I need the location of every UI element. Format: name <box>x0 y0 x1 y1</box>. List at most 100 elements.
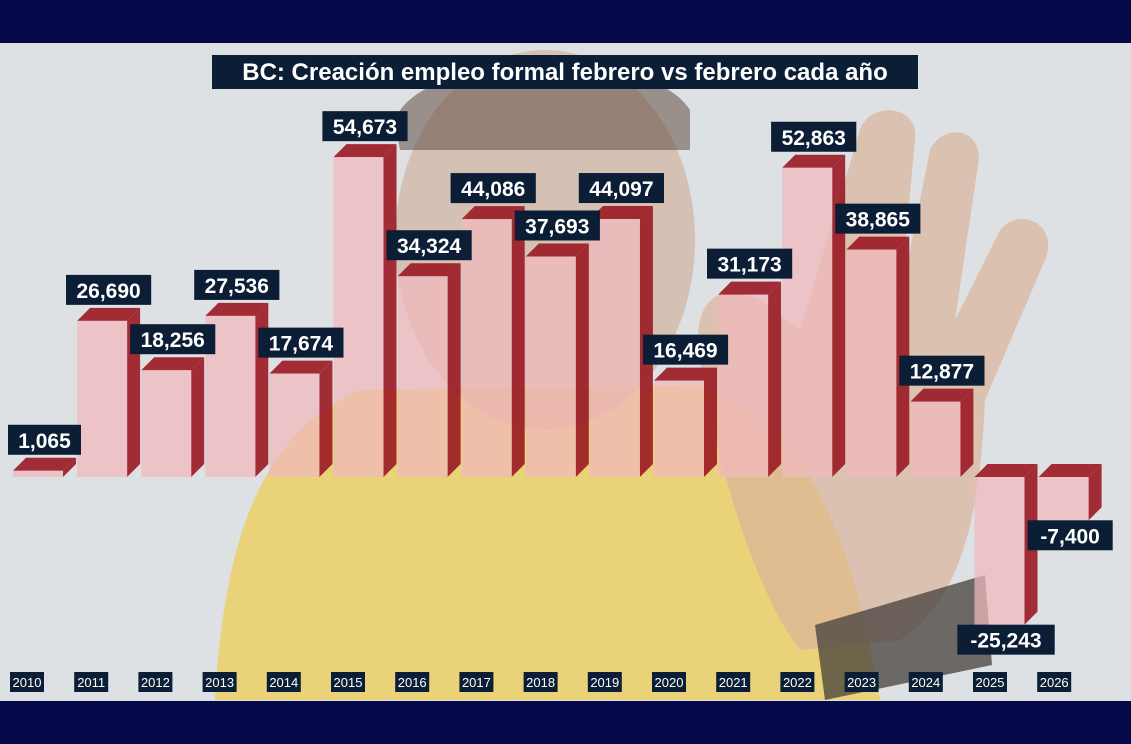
x-tick-label: 2013 <box>205 675 234 690</box>
data-label-text: 54,673 <box>333 116 397 139</box>
data-label-2019: 44,097 <box>578 173 664 204</box>
data-label-text: 31,173 <box>717 254 781 277</box>
x-tick-2011: 2011 <box>74 672 109 692</box>
x-tick-bg <box>523 672 558 692</box>
bar-side-2010 <box>63 457 76 477</box>
x-tick-bg <box>587 672 622 692</box>
bar-2015 <box>333 157 384 477</box>
bar-top-2010 <box>13 457 76 471</box>
x-tick-bg <box>331 672 365 692</box>
chart-title: BC: Creación empleo formal febrero vs fe… <box>242 59 888 86</box>
bar-top-2022 <box>782 154 846 168</box>
x-tick-2026: 2026 <box>1037 672 1072 692</box>
x-tick-bg <box>1037 672 1072 692</box>
bar-2025 <box>974 477 1025 625</box>
x-tick-label: 2020 <box>655 675 684 690</box>
data-label-2022: 52,863 <box>771 121 857 152</box>
bar-top-2023 <box>846 236 910 250</box>
bar-side-2018 <box>575 243 589 477</box>
x-tick-2020: 2020 <box>652 672 686 692</box>
bar-side-2014 <box>319 360 333 477</box>
data-label-text: -7,400 <box>1040 525 1100 548</box>
data-label-text: 52,863 <box>782 127 846 150</box>
x-tick-bg <box>973 672 1007 692</box>
data-label-text: 16,469 <box>653 340 717 363</box>
x-tick-2025: 2025 <box>973 672 1007 692</box>
x-tick-2012: 2012 <box>138 672 173 692</box>
x-tick-label: 2016 <box>398 675 427 690</box>
data-label-bg <box>771 121 857 152</box>
data-label-bg <box>194 269 280 300</box>
bar-top-2016 <box>397 263 461 277</box>
bar-2011 <box>77 320 128 477</box>
bar-2026 <box>1038 477 1089 521</box>
data-label-text: 44,086 <box>461 178 525 201</box>
bar-top-2021 <box>718 281 782 295</box>
x-tick-bg <box>266 672 301 692</box>
data-label-bg <box>642 334 729 365</box>
bar-2019 <box>589 219 640 478</box>
data-label-bg <box>322 111 408 142</box>
x-tick-2015: 2015 <box>331 672 365 692</box>
x-tick-label: 2019 <box>590 675 619 690</box>
x-tick-bg <box>780 672 815 692</box>
data-label-bg <box>899 355 985 386</box>
data-label-2017: 44,086 <box>450 173 536 204</box>
data-label-bg <box>66 274 152 305</box>
x-tick-2013: 2013 <box>202 672 237 692</box>
data-label-bg <box>386 230 472 261</box>
x-tick-bg <box>202 672 237 692</box>
bar-side-2015 <box>383 144 397 477</box>
bar-2018 <box>525 256 576 477</box>
bar-top-2024 <box>910 388 974 402</box>
bar-top-2015 <box>333 144 397 158</box>
x-tick-2019: 2019 <box>587 672 622 692</box>
bar-top-2019 <box>589 206 653 220</box>
data-label-text: 34,324 <box>397 235 462 258</box>
data-label-bg <box>707 248 793 279</box>
x-tick-2017: 2017 <box>459 672 494 692</box>
bar-top-2012 <box>141 357 205 371</box>
x-tick-bg <box>908 672 943 692</box>
data-labels-layer: 1,065 26,690 18,256 27,536 17,674 54,673 34,32… <box>8 111 1113 655</box>
x-tick-bg <box>459 672 494 692</box>
data-label-bg <box>130 324 216 355</box>
x-tick-2016: 2016 <box>395 672 430 692</box>
bar-side-2022 <box>832 154 846 477</box>
data-label-bg <box>1027 520 1113 551</box>
x-tick-label: 2022 <box>783 675 812 690</box>
chart-title-background <box>212 55 918 89</box>
top-frame-band <box>0 0 1131 43</box>
data-label-bg <box>578 173 664 204</box>
x-tick-label: 2023 <box>847 675 876 690</box>
bar-2022 <box>782 167 833 477</box>
data-label-bg <box>514 210 600 241</box>
data-label-bg <box>258 327 344 358</box>
data-label-2014: 17,674 <box>258 327 344 358</box>
bar-side-2017 <box>511 206 525 477</box>
x-tick-bg <box>138 672 173 692</box>
data-label-text: 12,877 <box>910 361 974 384</box>
bar-side-2016 <box>447 263 461 477</box>
x-tick-label: 2014 <box>269 675 298 690</box>
x-tick-label: 2025 <box>976 675 1005 690</box>
bar-2023 <box>846 249 897 477</box>
bar-top-2026 <box>1038 464 1102 477</box>
x-tick-label: 2017 <box>462 675 491 690</box>
x-tick-label: 2015 <box>334 675 363 690</box>
x-tick-2021: 2021 <box>716 672 751 692</box>
data-label-text: 18,256 <box>141 329 205 352</box>
bar-2024 <box>910 401 961 477</box>
bar-top-2011 <box>77 307 141 321</box>
data-label-2025: -25,243 <box>957 624 1055 655</box>
x-tick-label: 2026 <box>1040 675 1069 690</box>
data-label-2011: 26,690 <box>66 274 152 305</box>
data-label-bg <box>835 203 921 234</box>
data-label-text: 26,690 <box>76 280 140 303</box>
x-tick-bg <box>652 672 686 692</box>
bar-side-2021 <box>768 281 782 477</box>
data-label-text: 17,674 <box>269 333 334 356</box>
bar-2014 <box>269 373 320 477</box>
